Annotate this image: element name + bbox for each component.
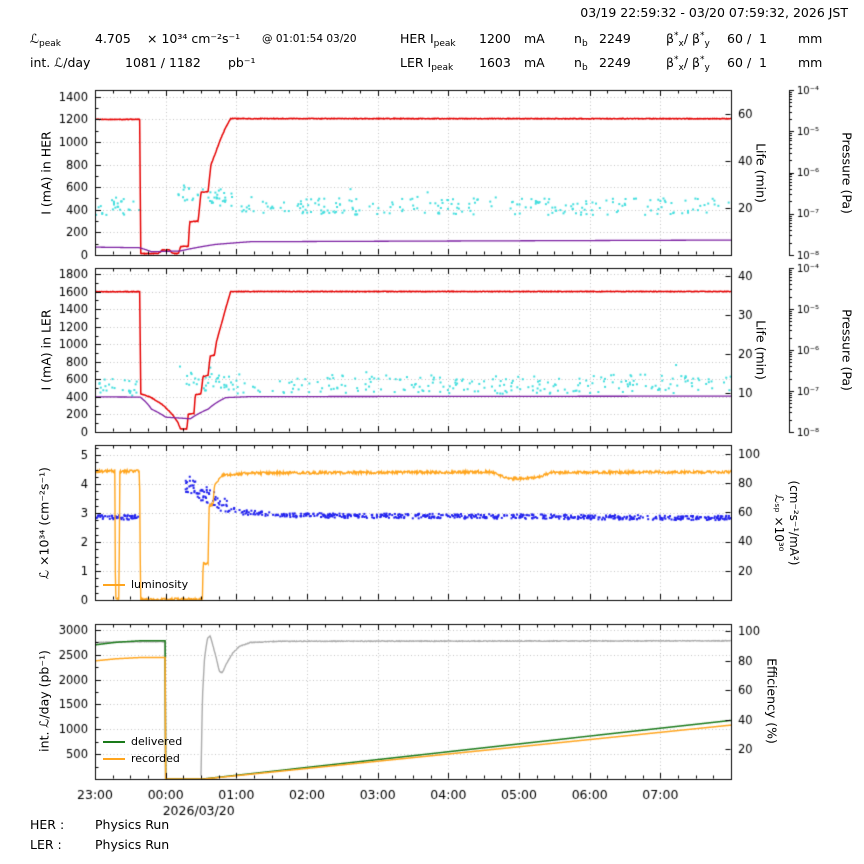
her-life-axis-title: Life (min) bbox=[753, 143, 769, 203]
specific-luminosity-axis-unit: (cm⁻²s⁻¹/mA²) bbox=[787, 480, 801, 566]
her-beta-unit: mm bbox=[798, 31, 823, 46]
footer-ler-status: Physics Run bbox=[95, 837, 170, 852]
intlday-unit: pb⁻¹ bbox=[228, 55, 256, 70]
legend-recorded-label: recorded bbox=[131, 752, 180, 765]
ler-current-axis-title: I (mA) in LER bbox=[38, 309, 54, 391]
her-nb-value: 2249 bbox=[599, 31, 631, 46]
her-nb-label: nb bbox=[574, 31, 588, 49]
specific-luminosity-axis-main: ℒₛₚ ×10³⁰ bbox=[772, 494, 786, 552]
header-daterange: 03/19 22:59:32 - 03/20 07:59:32, 2026 JS… bbox=[580, 5, 848, 20]
ler-beta-y-value: 1 bbox=[759, 55, 767, 70]
ler-beta-label: β*x/ β*y bbox=[666, 55, 710, 73]
her-beta-y-value: 1 bbox=[759, 31, 767, 46]
int-luminosity-axis-title: int. ℒ/day (pb⁻¹) bbox=[36, 650, 52, 752]
efficiency-axis-title: Efficiency (%) bbox=[764, 658, 780, 744]
luminosity-axis-title: ℒ ×10³⁴ (cm⁻²s⁻¹) bbox=[36, 467, 52, 579]
her-beta-sep: / bbox=[747, 31, 752, 46]
intlday-label: int. ℒ/day bbox=[30, 55, 91, 70]
legend-delivered-swatch bbox=[103, 740, 125, 743]
legend-delivered-label: delivered bbox=[131, 735, 183, 748]
footer-her-status: Physics Run bbox=[95, 817, 170, 832]
ler-ipeak-value: 1603 bbox=[479, 55, 511, 70]
specific-luminosity-axis-title: (cm⁻²s⁻¹/mA²) ℒₛₚ ×10³⁰ bbox=[771, 481, 801, 566]
legend-luminosity: luminosity bbox=[103, 578, 188, 591]
lpeak-label: ℒpeak bbox=[30, 31, 61, 49]
ler-nb-value: 2249 bbox=[599, 55, 631, 70]
her-ipeak-unit: mA bbox=[524, 31, 545, 46]
her-beta-x-value: 60 bbox=[727, 31, 743, 46]
ler-beta-x-value: 60 bbox=[727, 55, 743, 70]
her-ipeak-label: HER Ipeak bbox=[400, 31, 456, 49]
her-ipeak-value: 1200 bbox=[479, 31, 511, 46]
ler-nb-label: nb bbox=[574, 55, 588, 73]
legend-recorded: recorded bbox=[103, 752, 180, 765]
lpeak-timestamp: @ 01:01:54 03/20 bbox=[262, 33, 357, 45]
footer-her-label: HER : bbox=[30, 817, 65, 832]
ler-life-axis-title: Life (min) bbox=[753, 320, 769, 380]
ler-pressure-axis-title: Pressure (Pa) bbox=[839, 309, 855, 391]
legend-recorded-swatch bbox=[103, 757, 125, 760]
ler-ipeak-label: LER Ipeak bbox=[400, 55, 454, 73]
her-current-axis-title: I (mA) in HER bbox=[38, 131, 54, 215]
her-beta-label: β*x/ β*y bbox=[666, 31, 710, 49]
ler-beta-unit: mm bbox=[798, 55, 823, 70]
her-pressure-axis-title: Pressure (Pa) bbox=[839, 132, 855, 214]
footer-ler-label: LER : bbox=[30, 837, 62, 852]
ler-ipeak-unit: mA bbox=[524, 55, 545, 70]
legend-delivered: delivered bbox=[103, 735, 182, 748]
ler-beta-sep: / bbox=[747, 55, 752, 70]
lpeak-units: × 10³⁴ cm⁻²s⁻¹ bbox=[147, 31, 241, 46]
legend-luminosity-label: luminosity bbox=[131, 578, 189, 591]
lpeak-value: 4.705 bbox=[95, 31, 131, 46]
intlday-value: 1081 / 1182 bbox=[125, 55, 201, 70]
legend-luminosity-swatch bbox=[103, 583, 125, 586]
